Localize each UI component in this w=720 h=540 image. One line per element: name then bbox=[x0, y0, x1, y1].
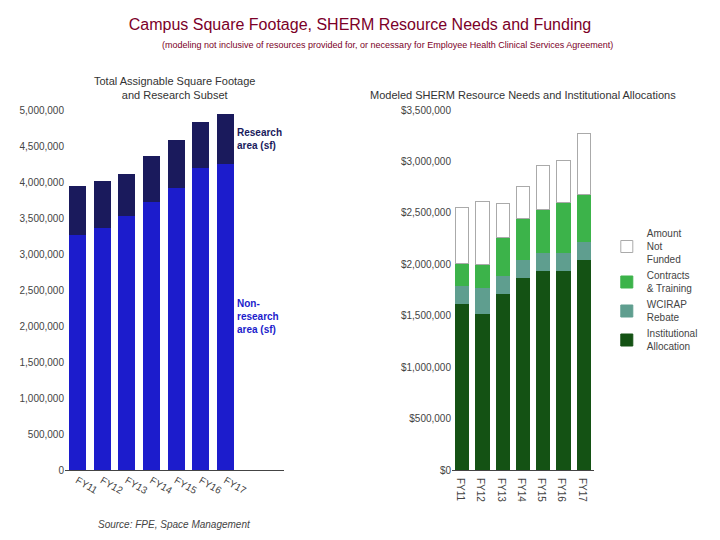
svg-text:FY11: FY11 bbox=[455, 478, 466, 502]
svg-text:FY13: FY13 bbox=[123, 475, 150, 497]
svg-text:Researcharea (sf): Researcharea (sf) bbox=[237, 127, 282, 151]
svg-text:FY15: FY15 bbox=[536, 478, 547, 502]
svg-text:Campus Square Footage, SHERM R: Campus Square Footage, SHERM Resource Ne… bbox=[129, 16, 591, 33]
svg-text:$500,000: $500,000 bbox=[409, 413, 451, 424]
svg-text:2,000,000: 2,000,000 bbox=[20, 321, 65, 332]
svg-text:$0: $0 bbox=[440, 465, 452, 476]
svg-text:$2,000,000: $2,000,000 bbox=[401, 259, 451, 270]
svg-text:FY14: FY14 bbox=[148, 475, 175, 497]
svg-text:0: 0 bbox=[58, 465, 64, 476]
svg-text:Contracts& Training: Contracts& Training bbox=[647, 270, 692, 294]
svg-text:InstitutionalAllocation: InstitutionalAllocation bbox=[647, 328, 698, 352]
svg-text:$3,500,000: $3,500,000 bbox=[401, 105, 451, 116]
svg-text:Modeled SHERM Resource Needs a: Modeled SHERM Resource Needs and Institu… bbox=[370, 89, 676, 101]
svg-text:Source: FPE, Space Management: Source: FPE, Space Management bbox=[98, 519, 251, 530]
svg-text:FY16: FY16 bbox=[556, 478, 567, 502]
svg-text:Non-researcharea (sf): Non-researcharea (sf) bbox=[237, 298, 279, 335]
svg-text:$1,500,000: $1,500,000 bbox=[401, 310, 451, 321]
svg-text:FY16: FY16 bbox=[197, 475, 224, 497]
svg-text:1,500,000: 1,500,000 bbox=[20, 357, 65, 368]
svg-text:1,000,000: 1,000,000 bbox=[20, 393, 65, 404]
svg-text:500,000: 500,000 bbox=[28, 429, 65, 440]
svg-text:3,000,000: 3,000,000 bbox=[20, 249, 65, 260]
svg-text:$1,000,000: $1,000,000 bbox=[401, 362, 451, 373]
svg-text:FY11: FY11 bbox=[74, 475, 100, 496]
svg-text:3,500,000: 3,500,000 bbox=[20, 213, 65, 224]
svg-text:Total Assignable Square Footag: Total Assignable Square Footageand Resea… bbox=[94, 75, 255, 101]
svg-text:FY14: FY14 bbox=[516, 478, 527, 502]
svg-text:(modeling not inclusive of res: (modeling not inclusive of resources pro… bbox=[162, 40, 613, 50]
svg-text:5,000,000: 5,000,000 bbox=[20, 105, 65, 116]
svg-text:AmountNotFunded: AmountNotFunded bbox=[647, 228, 682, 265]
svg-text:$3,000,000: $3,000,000 bbox=[401, 156, 451, 167]
svg-text:4,500,000: 4,500,000 bbox=[20, 141, 65, 152]
svg-text:FY12: FY12 bbox=[475, 478, 486, 502]
svg-text:FY17: FY17 bbox=[577, 478, 588, 502]
svg-text:FY12: FY12 bbox=[99, 475, 126, 497]
svg-text:FY15: FY15 bbox=[173, 475, 200, 497]
svg-text:FY17: FY17 bbox=[222, 475, 249, 497]
svg-text:$2,500,000: $2,500,000 bbox=[401, 207, 451, 218]
svg-text:4,000,000: 4,000,000 bbox=[20, 177, 65, 188]
svg-text:2,500,000: 2,500,000 bbox=[20, 285, 65, 296]
svg-text:FY13: FY13 bbox=[496, 478, 507, 502]
svg-text:WCIRAPRebate: WCIRAPRebate bbox=[647, 299, 687, 323]
